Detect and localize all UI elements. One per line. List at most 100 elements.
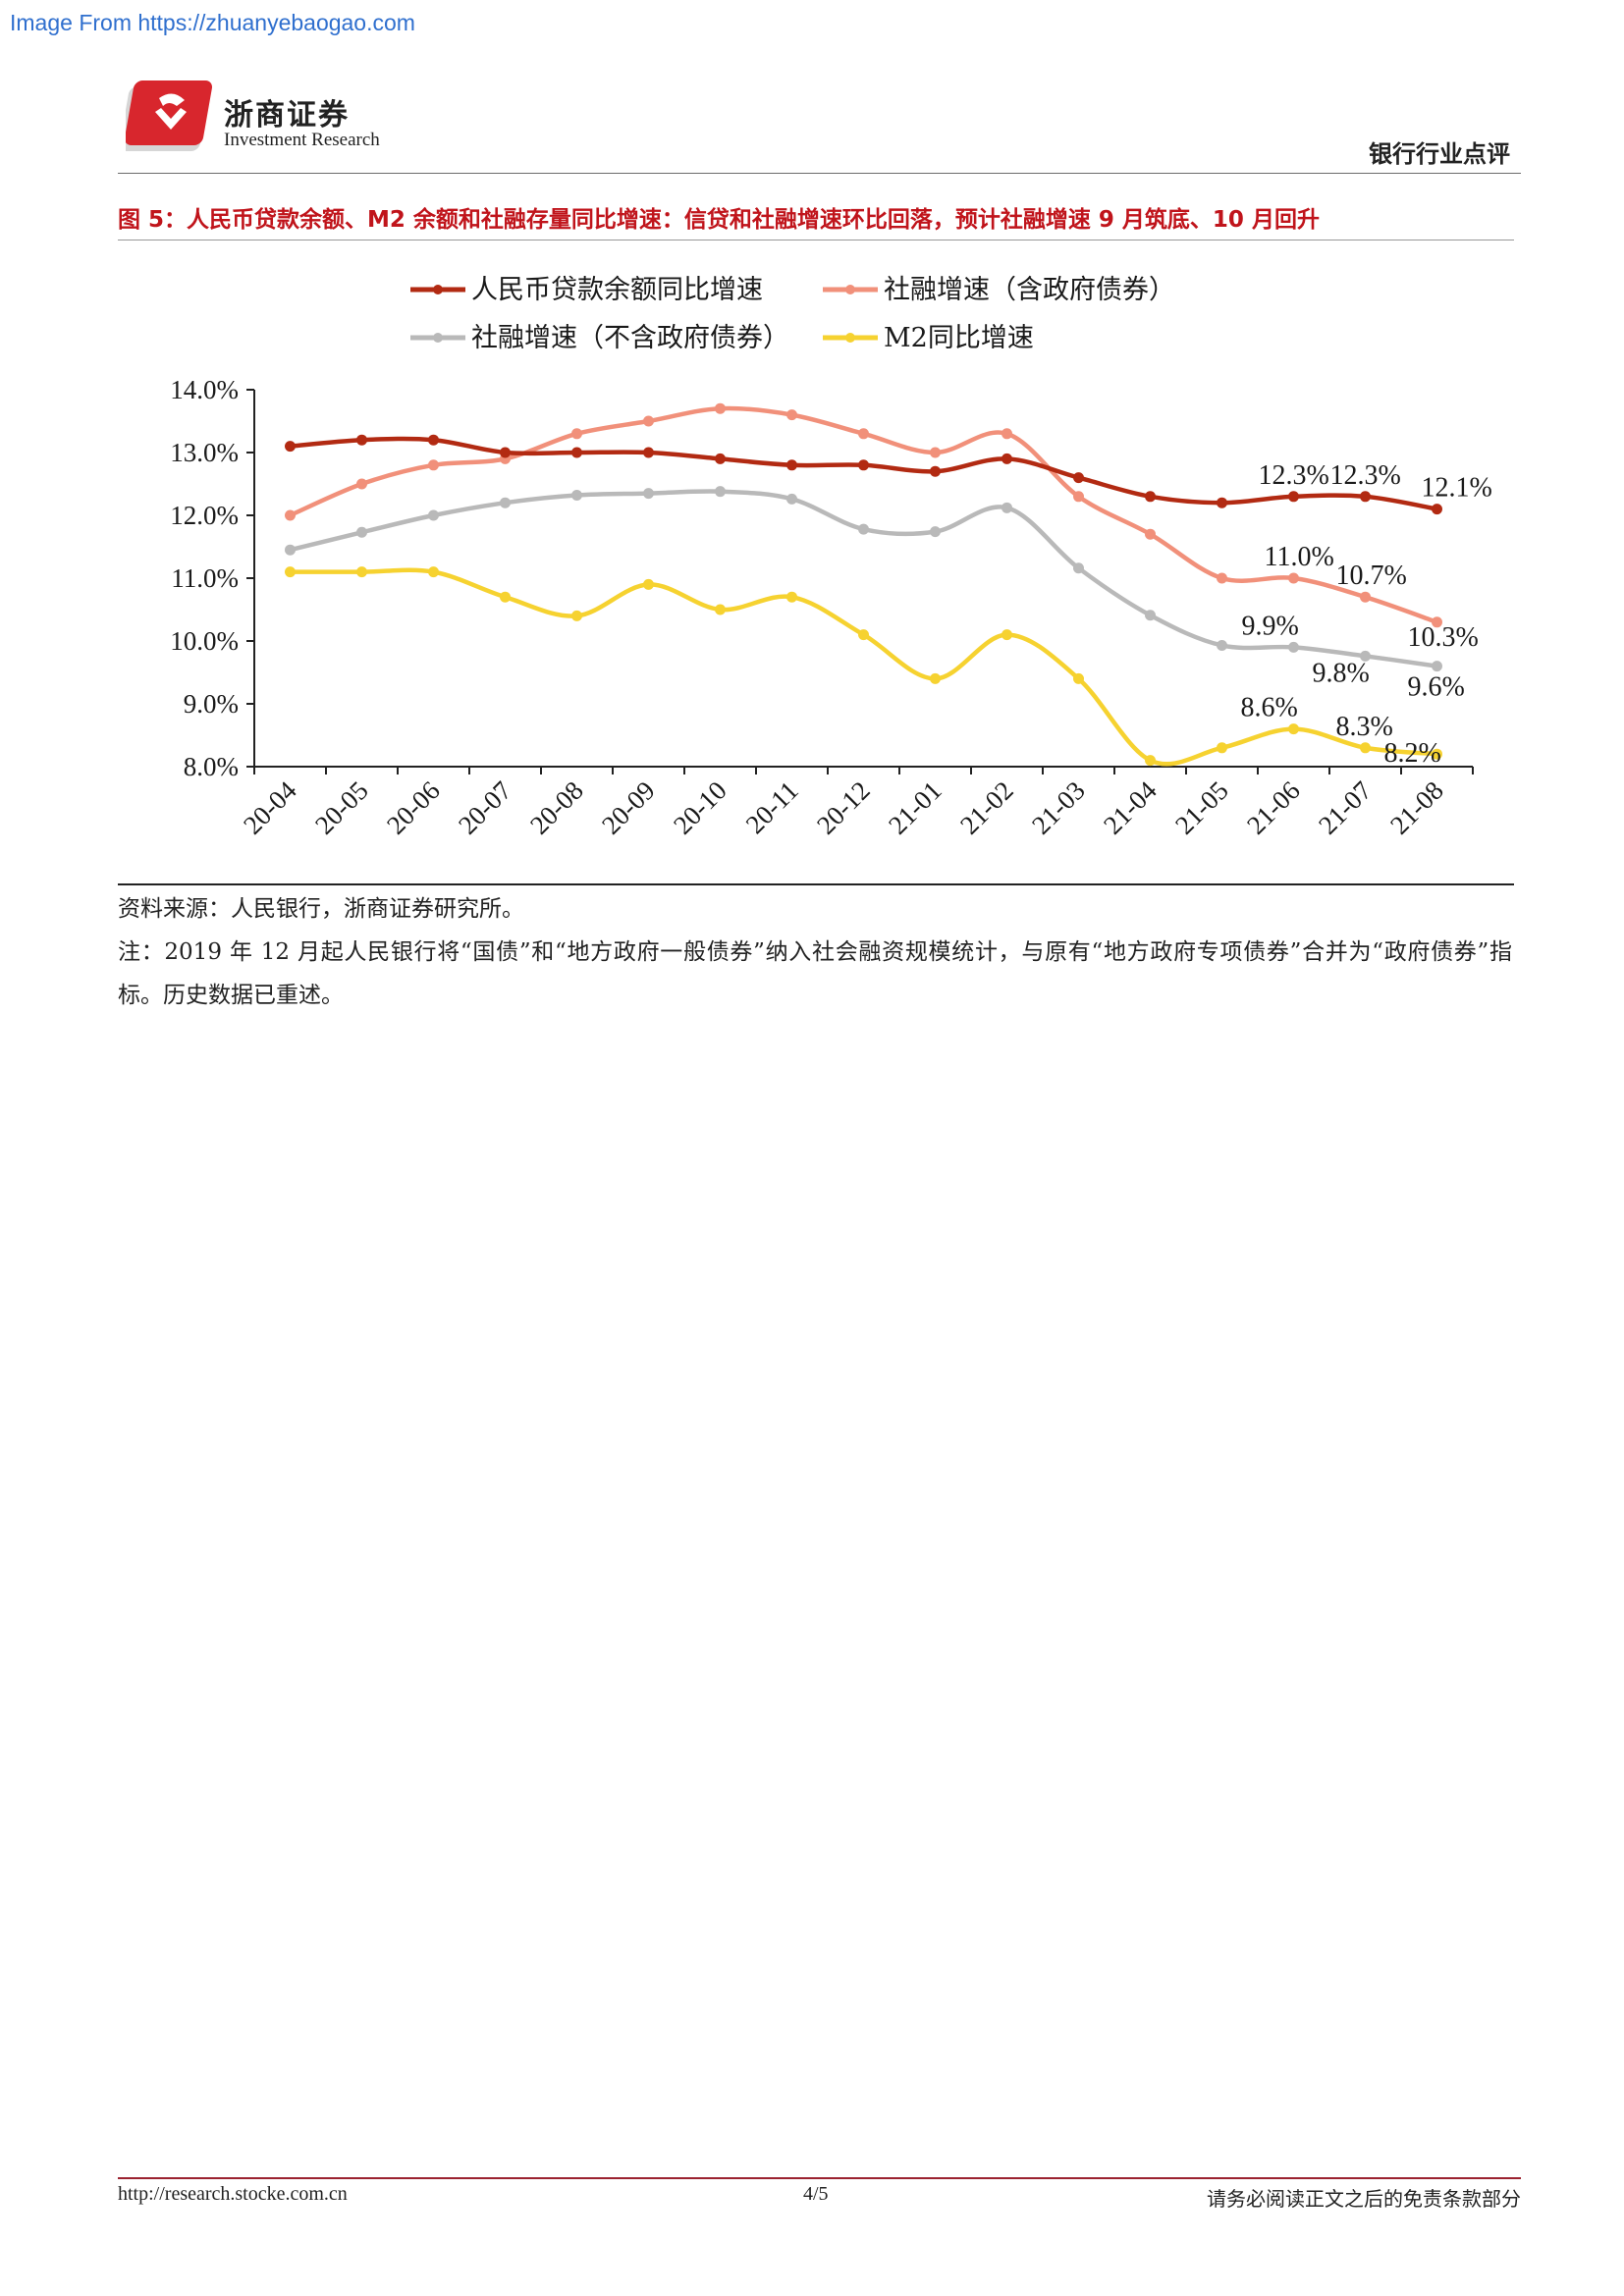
data-point [1360,742,1371,754]
note-text: 注：2019 年 12 月起人民银行将“国债”和“地方政府一般债券”纳入社会融资… [118,939,1512,1008]
data-point [715,604,726,615]
data-point [1073,672,1084,684]
x-axis: 20-04 20-05 20-06 20-07 20-08 20-09 20-10 20-11… [238,766,1474,840]
data-point [1217,639,1227,651]
data-point [1145,491,1156,503]
data-point [1288,572,1299,584]
data-point [715,486,726,498]
y-tick-label: 9.0% [184,689,239,719]
data-point [1288,641,1299,653]
data-point [285,509,296,521]
x-tick-label: 21-01 [883,775,947,840]
footer-disclaimer: 请务必阅读正文之后的免责条款部分 [1207,2187,1521,2211]
data-point [858,428,869,440]
y-axis: 14.0% 13.0% 12.0% 11.0% 10.0% 9.0% 8.0% [170,375,255,781]
data-point [1217,742,1227,754]
x-tick-label: 20-12 [811,775,876,840]
data-point [1001,502,1012,513]
data-point [1145,528,1156,540]
data-point [786,591,797,603]
x-tick-label: 20-08 [524,775,589,840]
data-label: 10.3% [1408,622,1479,653]
data-point [858,523,869,535]
data-point [428,566,439,578]
x-tick-label: 20-07 [453,775,517,840]
data-label: 12.3% [1259,460,1329,491]
data-point [571,610,582,621]
data-point [786,493,797,505]
chart-legend: 人民币贷款余额同比增速 社融增速（含政府债券） 社融增速（不含政府债券） M2同比增速 [410,275,1175,353]
legend-swatch-marker [845,285,855,294]
data-point [1432,504,1442,515]
data-point [1288,723,1299,735]
data-point [930,447,941,458]
data-point [715,453,726,464]
data-point [1145,755,1156,767]
x-tick-label: 21-06 [1241,775,1306,840]
data-point [356,478,367,490]
legend-label: M2同比增速 [884,323,1034,353]
data-label: 9.6% [1408,672,1465,703]
legend-label: 社融增速（含政府债券） [884,275,1175,305]
data-point [715,402,726,414]
x-tick-label: 21-07 [1313,775,1378,840]
chart-series [285,402,1442,767]
data-point [1001,453,1012,464]
data-point [643,415,654,427]
data-point [571,428,582,440]
legend-swatch-marker [433,285,443,294]
source-divider [118,883,1514,885]
data-point [930,526,941,538]
data-point [1432,748,1442,760]
data-point [1360,491,1371,503]
x-tick-label: 20-04 [238,775,302,840]
data-point [1432,616,1442,628]
data-label: 8.3% [1336,712,1393,742]
legend-swatch-marker [845,333,855,343]
data-point [1217,497,1227,508]
data-point [1288,491,1299,503]
source-text: 资料来源：人民银行，浙商证券研究所。 [118,896,524,922]
y-tick-label: 14.0% [170,375,239,404]
x-tick-label: 20-06 [381,775,446,840]
x-tick-label: 20-10 [668,775,732,840]
data-point [428,459,439,471]
y-tick-label: 10.0% [170,626,239,656]
data-labels: 12.3% 12.3% 12.1% 11.0%10.7% 10.3% 9.9% 9.8% 9.… [1241,460,1492,769]
data-point [428,434,439,446]
footer-url[interactable]: http://research.stocke.com.cn [118,2183,348,2205]
data-point [643,488,654,500]
x-tick-label: 21-04 [1098,775,1163,840]
data-point [285,566,296,578]
watermark-text[interactable]: Image From https://zhuanyebaogao.com [10,10,415,35]
x-tick-label: 21-05 [1169,775,1234,840]
data-point [1001,428,1012,440]
data-point [1145,610,1156,621]
data-point [500,447,511,458]
data-point [500,497,511,508]
data-label: 12.3% [1330,460,1401,491]
line-chart: 人民币贷款余额同比增速 社融增速（含政府债券） 社融增速（不含政府债券） M2同比增速… [170,275,1492,840]
data-point [643,447,654,458]
figure-title: 图 5：人民币贷款余额、M2 余额和社融存量同比增速：信贷和社融增速环比回落，预… [118,207,1320,233]
data-point [1217,572,1227,584]
y-tick-label: 11.0% [171,563,239,593]
data-point [1073,472,1084,484]
data-point [285,544,296,556]
series-line [289,405,1438,624]
data-label: 12.1% [1422,473,1492,504]
data-point [1360,591,1371,603]
y-tick-label: 13.0% [170,438,239,467]
data-point [930,672,941,684]
x-tick-label: 20-09 [596,775,661,840]
company-name-cn: 浙商证券 [224,98,350,133]
data-point [643,578,654,590]
header-divider [118,173,1521,174]
data-point [858,629,869,641]
x-tick-label: 21-08 [1384,775,1449,840]
data-label: 11.0% [1265,542,1334,572]
data-point [356,434,367,446]
data-label: 9.9% [1242,611,1299,641]
data-point [1360,650,1371,662]
data-point [356,566,367,578]
